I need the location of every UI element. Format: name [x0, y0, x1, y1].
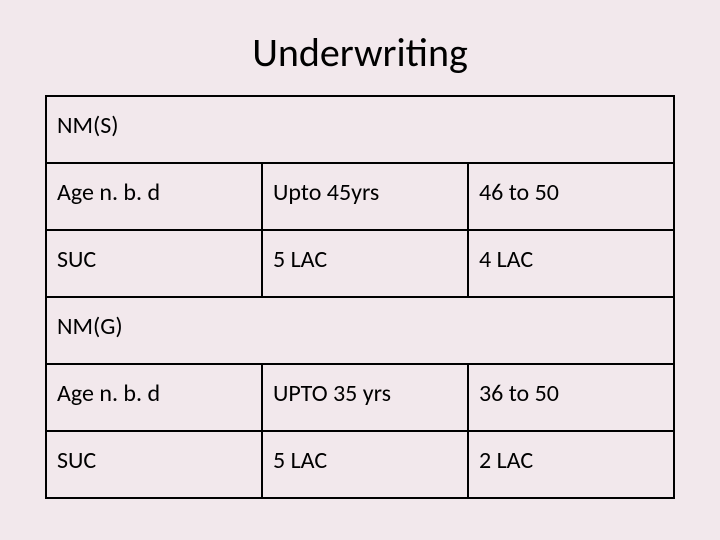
table-cell: 5 LAC [262, 230, 468, 297]
table-row: SUC 5 LAC 2 LAC [46, 431, 674, 498]
table-row: Age n. b. d UPTO 35 yrs 36 to 50 [46, 364, 674, 431]
table-row: NM(G) [46, 297, 674, 364]
section-header: NM(G) [46, 297, 674, 364]
table-cell: Age n. b. d [46, 163, 262, 230]
table-row: Age n. b. d Upto 45yrs 46 to 50 [46, 163, 674, 230]
table-cell: 2 LAC [468, 431, 674, 498]
table-cell: Upto 45yrs [262, 163, 468, 230]
table-cell: Age n. b. d [46, 364, 262, 431]
underwriting-table: NM(S) Age n. b. d Upto 45yrs 46 to 50 SU… [45, 95, 675, 499]
table-cell: SUC [46, 230, 262, 297]
table-cell: 36 to 50 [468, 364, 674, 431]
page-title: Underwriting [0, 0, 720, 95]
table-cell: 46 to 50 [468, 163, 674, 230]
section-header: NM(S) [46, 96, 674, 163]
table-cell: UPTO 35 yrs [262, 364, 468, 431]
table-row: NM(S) [46, 96, 674, 163]
table-cell: 4 LAC [468, 230, 674, 297]
table-cell: 5 LAC [262, 431, 468, 498]
table-row: SUC 5 LAC 4 LAC [46, 230, 674, 297]
table-cell: SUC [46, 431, 262, 498]
